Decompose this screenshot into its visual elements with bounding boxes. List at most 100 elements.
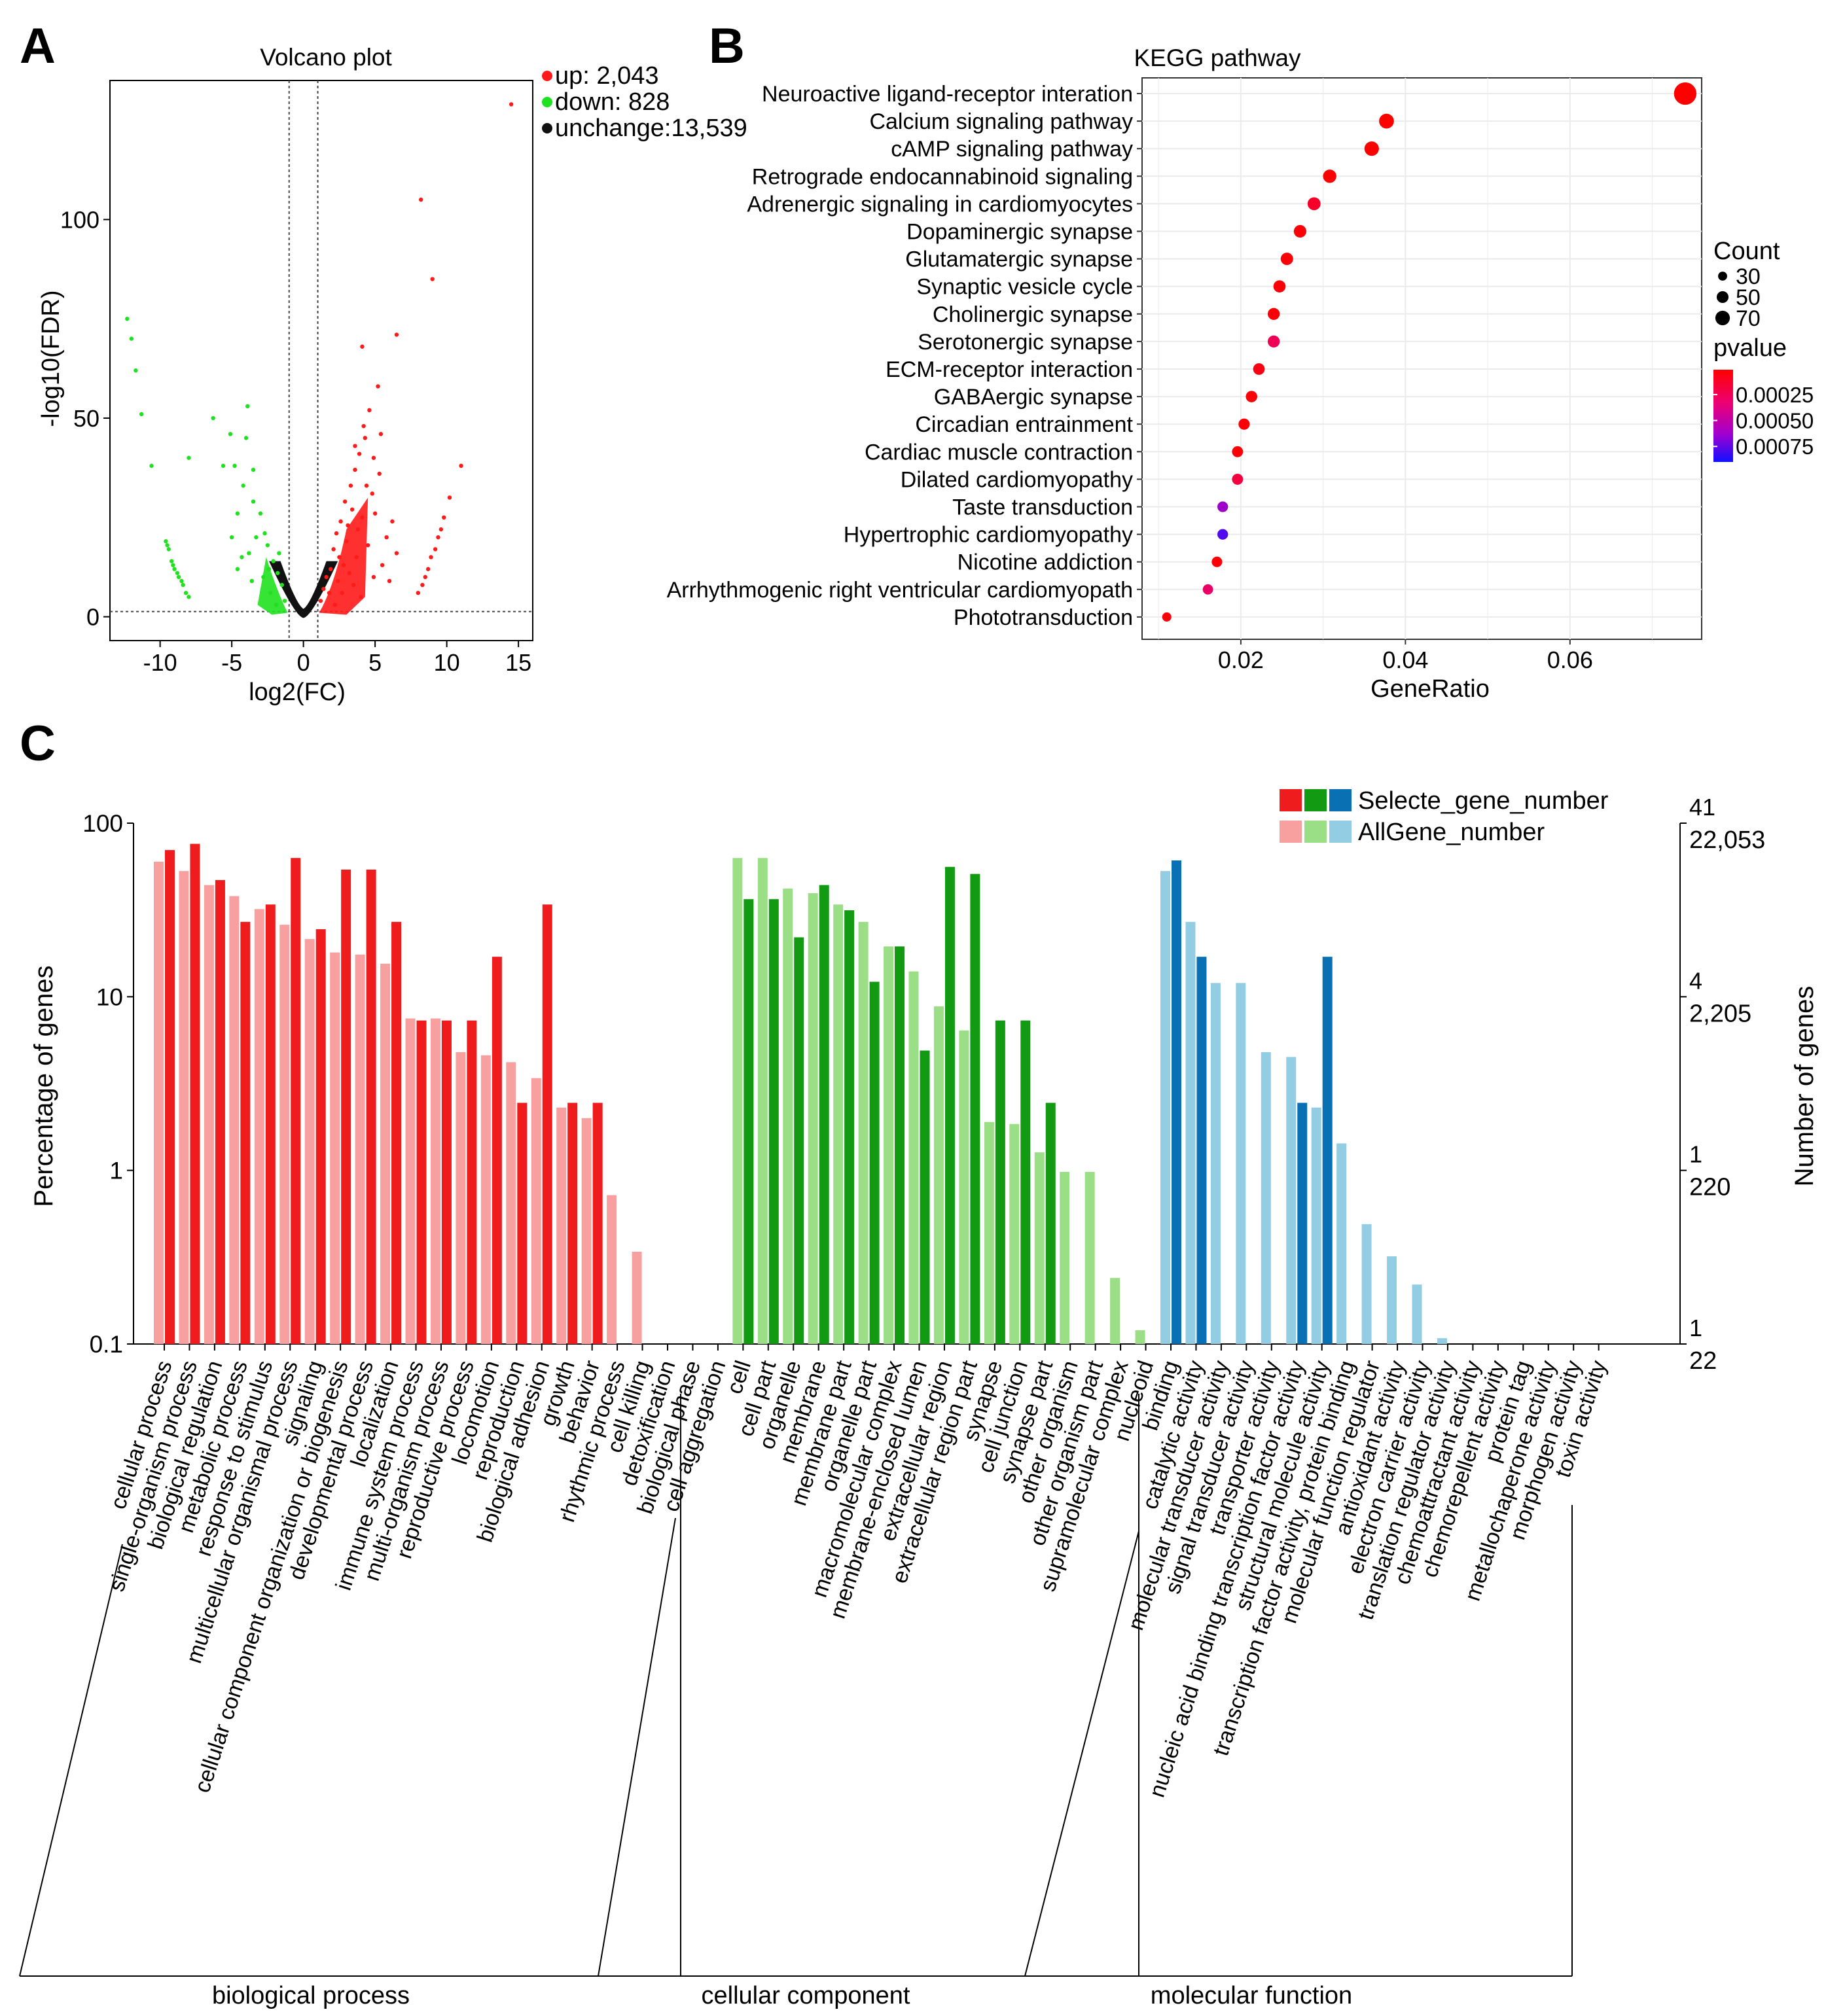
volcano-point-up	[318, 599, 323, 603]
volcano-x-tick-label: -5	[221, 649, 242, 676]
go-bar-bp-all	[229, 896, 240, 1344]
volcano-point-up	[337, 555, 342, 559]
kegg-point	[1323, 169, 1336, 183]
volcano-x-axis-label: log2(FC)	[249, 679, 346, 706]
volcano-point-up	[394, 332, 399, 337]
go-bar-bp-all	[405, 1018, 416, 1344]
kegg-legend-count-marker	[1718, 272, 1727, 281]
go-bar-mf-all	[1286, 1057, 1297, 1344]
volcano-plot-frame	[109, 80, 533, 641]
kegg-point	[1280, 253, 1293, 266]
go-bar-bp-selected	[517, 1103, 528, 1344]
volcano-point-up	[418, 197, 423, 202]
kegg-point	[1379, 113, 1394, 129]
go-bar-cc-all	[858, 921, 869, 1344]
go-y-axis-label: Percentage of genes	[29, 965, 58, 1207]
volcano-point-up	[509, 102, 514, 107]
volcano-point-up	[384, 535, 389, 540]
volcano-point-down	[125, 317, 130, 321]
kegg-point	[1211, 556, 1223, 567]
volcano-point-down	[232, 463, 237, 469]
volcano-point-down	[235, 511, 240, 516]
volcano-point-down	[254, 535, 259, 540]
go-legend-selected-label: Selecte_gene_number	[1358, 787, 1609, 815]
go-bar-bp-selected	[492, 957, 502, 1344]
kegg-legend-count-title: Count	[1713, 238, 1780, 265]
volcano-point-down	[240, 555, 244, 559]
volcano-point-up	[355, 527, 361, 532]
go-bar-bp-selected	[592, 1103, 603, 1344]
volcano-point-up	[349, 507, 355, 512]
go-bar-cc-all	[959, 1030, 969, 1344]
kegg-legend-pvalue-label: 0.00025	[1736, 383, 1814, 407]
volcano-point-up	[363, 436, 367, 440]
volcano-point-up	[324, 575, 329, 580]
go-bar-bp-all	[607, 1195, 617, 1344]
kegg-x-tick-label: 0.06	[1547, 646, 1593, 673]
go-bar-cc-selected	[944, 866, 955, 1344]
volcano-point-down	[187, 455, 191, 460]
volcano-point-down	[139, 412, 144, 417]
volcano-point-down	[271, 559, 276, 563]
go-bar-cc-all	[808, 893, 818, 1344]
kegg-point	[1268, 308, 1280, 320]
go-legend-mf-all-swatch	[1329, 821, 1352, 843]
volcano-point-up	[380, 563, 385, 567]
volcano-point-down	[129, 336, 134, 341]
go-bar-bp-all	[456, 1052, 466, 1344]
volcano-point-down	[149, 463, 154, 469]
go-bar-cc-all	[908, 971, 919, 1344]
kegg-legend-count-marker	[1716, 291, 1729, 304]
volcano-point-down	[181, 582, 185, 588]
go-y2-tick-selected-label: 1	[1689, 1141, 1702, 1168]
volcano-y-axis-label: -log10(FDR)	[37, 290, 65, 427]
volcano-point-up	[371, 575, 376, 580]
kegg-pathway-label: Adrenergic signaling in cardiomyocytes	[747, 192, 1133, 217]
volcano-point-up	[425, 567, 431, 571]
kegg-point	[1217, 501, 1228, 512]
go-y2-tick-all-label: 22,053	[1689, 826, 1765, 854]
volcano-point-down	[245, 404, 250, 409]
volcano-point-up	[338, 519, 343, 524]
go-bar-bp-all	[581, 1118, 592, 1344]
volcano-point-up	[416, 590, 421, 595]
volcano-point-down	[243, 436, 249, 440]
volcano-point-down	[221, 463, 226, 469]
volcano-point-down	[262, 531, 267, 536]
volcano-point-up	[376, 384, 380, 389]
go-legend-cc-selected-swatch	[1304, 789, 1327, 811]
go-bar-bp-all	[380, 963, 391, 1344]
go-bar-bp-selected	[366, 870, 376, 1344]
volcano-point-down	[169, 559, 174, 563]
kegg-legend-count-label: 30	[1736, 264, 1761, 289]
kegg-pathway-label: Arrhythmogenic right ventricular cardiom…	[667, 578, 1133, 603]
go-bar-cc-selected	[920, 1050, 930, 1344]
panel-label-c: C	[20, 716, 56, 771]
kegg-pathway-label: Serotonergic synapse	[918, 330, 1133, 355]
volcano-point-down	[249, 578, 254, 584]
kegg-legend-count-label: 70	[1736, 306, 1761, 331]
volcano-point-down	[274, 603, 279, 607]
volcano-point-up	[344, 539, 349, 544]
volcano-point-down	[247, 551, 251, 556]
go-bar-cc-all	[1135, 1330, 1145, 1344]
go-bar-mf-all	[1160, 871, 1170, 1344]
volcano-point-down	[187, 595, 191, 599]
volcano-legend-down-marker	[542, 97, 552, 107]
volcano-point-up	[341, 563, 346, 567]
kegg-pathway-label: ECM-receptor interaction	[886, 357, 1133, 382]
go-bar-cc-all	[1110, 1278, 1120, 1344]
go-bar-cc-selected	[743, 899, 754, 1344]
go-bar-cc-all	[757, 858, 768, 1344]
kegg-x-tick-label: 0.04	[1382, 646, 1428, 673]
volcano-point-up	[335, 578, 340, 584]
kegg-pathway-label: Phototransduction	[954, 605, 1133, 630]
volcano-point-up	[378, 432, 384, 436]
go-bar-bp-selected	[165, 850, 175, 1344]
kegg-legend-pvalue-colorbar	[1713, 370, 1733, 462]
volcano-point-down	[282, 599, 287, 603]
kegg-point	[1238, 418, 1250, 430]
volcano-point-up	[430, 277, 435, 281]
panel-label-b: B	[709, 18, 745, 74]
